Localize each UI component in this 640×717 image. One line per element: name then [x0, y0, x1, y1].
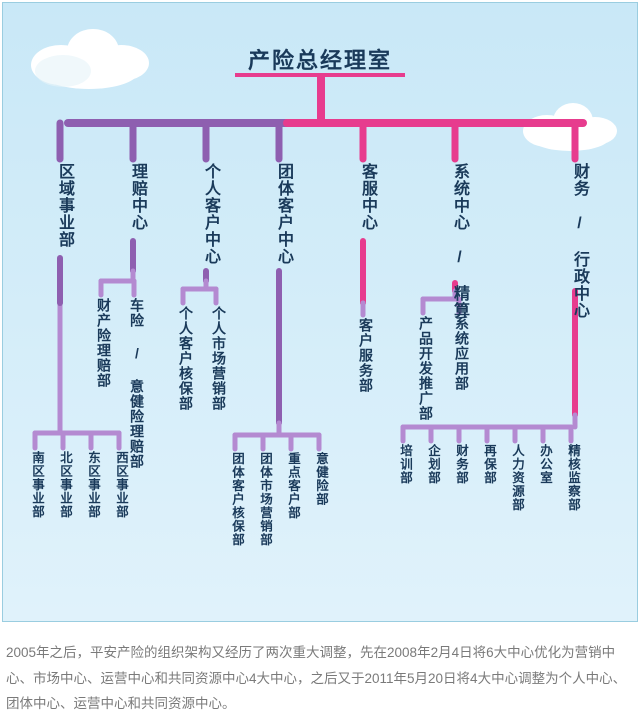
dept-node: 产品开发推广部: [416, 316, 436, 421]
l1-cs: 客服中心: [355, 163, 379, 231]
dept-node: 财产险理赔部: [94, 298, 114, 388]
caption-text: 2005年之后，平安产险的组织架构又经历了两次重大调整，先在2008年2月4日将…: [2, 640, 638, 717]
dept-node: 企划部: [424, 444, 443, 485]
dept-node: 系统应用部: [452, 316, 472, 391]
dept-node: 精核监察部: [564, 444, 583, 512]
dept-node: 团体客户核保部: [228, 452, 247, 547]
dept-node: 个人市场营销部: [209, 306, 229, 411]
l1-group: 团体客户中心: [271, 163, 295, 265]
dept-node: 再保部: [480, 444, 499, 485]
dept-node: 人力资源部: [508, 444, 527, 512]
l1-claims: 理赔中心: [125, 163, 149, 231]
l1-fin: 财务 / 行政中心: [567, 163, 591, 319]
dept-node: 北区事业部: [56, 451, 75, 519]
dept-node: 东区事业部: [84, 451, 103, 519]
dept-node: 意健险部: [312, 452, 331, 506]
l1-sys: 系统中心 / 精算: [447, 163, 471, 319]
dept-node: 车险 / 意健险理赔部: [127, 298, 147, 469]
l1-indiv: 个人客户中心: [198, 163, 222, 265]
dept-node: 团体市场营销部: [256, 452, 275, 547]
root-node: 产险总经理室: [248, 43, 392, 75]
dept-node: 个人客户核保部: [176, 306, 196, 411]
dept-node: 南区事业部: [28, 451, 47, 519]
dept-node: 客户服务部: [356, 318, 376, 393]
dept-node: 重点客户部: [284, 452, 303, 520]
l1-region: 区域事业部: [52, 163, 76, 248]
dept-node: 培训部: [396, 444, 415, 485]
dept-node: 财务部: [452, 444, 471, 485]
org-chart: 产险总经理室 区域事业部 理赔中心 个人客户中心 团体客户中心 客服中心 系统中心 / 精…: [2, 2, 638, 622]
dept-node: 办公室: [536, 444, 555, 485]
